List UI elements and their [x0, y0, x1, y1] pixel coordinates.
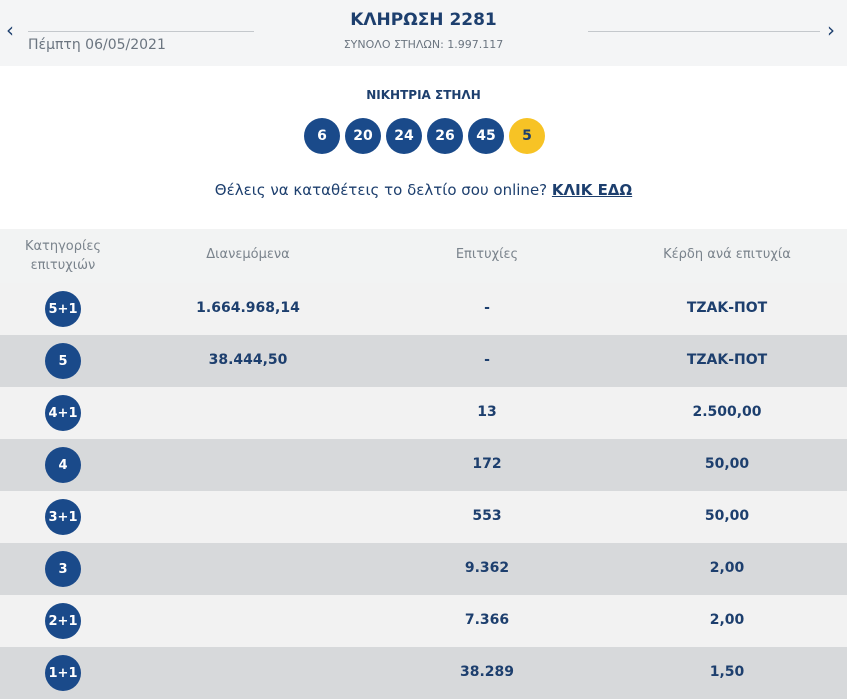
table-row: 3 9.362 2,00	[0, 543, 847, 595]
winners-count: -	[484, 352, 490, 368]
prize-per-winner: 2,00	[709, 612, 745, 628]
promo-link[interactable]: ΚΛΙΚ ΕΔΩ	[551, 181, 633, 199]
number-ball: 20	[345, 118, 381, 154]
winners-count: -	[484, 300, 490, 316]
winners-count: 38.289	[459, 664, 515, 680]
table-row: 3+1 553 50,00	[0, 491, 847, 543]
col-header-winners: Επιτυχίες	[455, 247, 519, 262]
winners-count: 9.362	[464, 560, 510, 576]
promo-text: Θέλεις να καταθέτεις το δελτίο σου onlin…	[214, 181, 552, 199]
draw-date: Πέμπτη 06/05/2021	[28, 37, 166, 53]
chevron-left-icon[interactable]: ‹	[6, 18, 14, 42]
winners-count: 7.366	[464, 612, 510, 628]
bonus-ball: 5	[509, 118, 545, 154]
table-header: Κατηγορίες επιτυχιών Διανεμόμενα Επιτυχί…	[0, 229, 847, 283]
col-header-category: Κατηγορίες επιτυχιών	[24, 239, 102, 273]
prize-per-winner: 50,00	[704, 508, 750, 524]
col-header-prize: Κέρδη ανά επιτυχία	[663, 247, 791, 262]
prize-per-winner: 50,00	[704, 456, 750, 472]
chevron-right-icon[interactable]: ›	[827, 18, 835, 42]
table-row: 5 38.444,50 - ΤΖΑΚ-ΠΟΤ	[0, 335, 847, 387]
prize-per-winner: ΤΖΑΚ-ΠΟΤ	[686, 352, 768, 368]
prize-per-winner: 2.500,00	[692, 404, 762, 420]
draw-header: ‹ Πέμπτη 06/05/2021 ΚΛΗΡΩΣΗ 2281 ΣΥΝΟΛΟ …	[0, 0, 847, 66]
total-columns: ΣΥΝΟΛΟ ΣΤΗΛΩΝ: 1.997.117	[343, 38, 504, 51]
category-badge: 5	[45, 343, 81, 379]
category-badge: 3+1	[45, 499, 81, 535]
table-row: 2+1 7.366 2,00	[0, 595, 847, 647]
table-row: 1+1 38.289 1,50	[0, 647, 847, 699]
number-ball: 26	[427, 118, 463, 154]
divider	[28, 31, 254, 32]
number-ball: 45	[468, 118, 504, 154]
category-badge: 5+1	[45, 291, 81, 327]
distributed-amount: 1.664.968,14	[196, 300, 300, 316]
prize-per-winner: 1,50	[709, 664, 745, 680]
winning-numbers: 6 20 24 26 45 5	[304, 118, 545, 154]
winners-count: 553	[472, 508, 502, 524]
table-row: 4+1 13 2.500,00	[0, 387, 847, 439]
prize-per-winner: 2,00	[709, 560, 745, 576]
winning-label: ΝΙΚΗΤΡΙΑ ΣΤΗΛΗ	[366, 88, 481, 102]
draw-title: ΚΛΗΡΩΣΗ 2281	[350, 10, 497, 30]
number-ball: 24	[386, 118, 422, 154]
number-ball: 6	[304, 118, 340, 154]
table-row: 4 172 50,00	[0, 439, 847, 491]
winners-count: 172	[472, 456, 502, 472]
winners-count: 13	[477, 404, 497, 420]
distributed-amount: 38.444,50	[208, 352, 288, 368]
category-badge: 4	[45, 447, 81, 483]
category-badge: 3	[45, 551, 81, 587]
divider	[588, 31, 820, 32]
category-badge: 1+1	[45, 655, 81, 691]
prize-per-winner: ΤΖΑΚ-ΠΟΤ	[686, 300, 768, 316]
promo: Θέλεις να καταθέτεις το δελτίο σου onlin…	[0, 181, 847, 199]
category-badge: 2+1	[45, 603, 81, 639]
category-badge: 4+1	[45, 395, 81, 431]
table-row: 5+1 1.664.968,14 - ΤΖΑΚ-ΠΟΤ	[0, 283, 847, 335]
col-header-distributed: Διανεμόμενα	[206, 247, 290, 262]
